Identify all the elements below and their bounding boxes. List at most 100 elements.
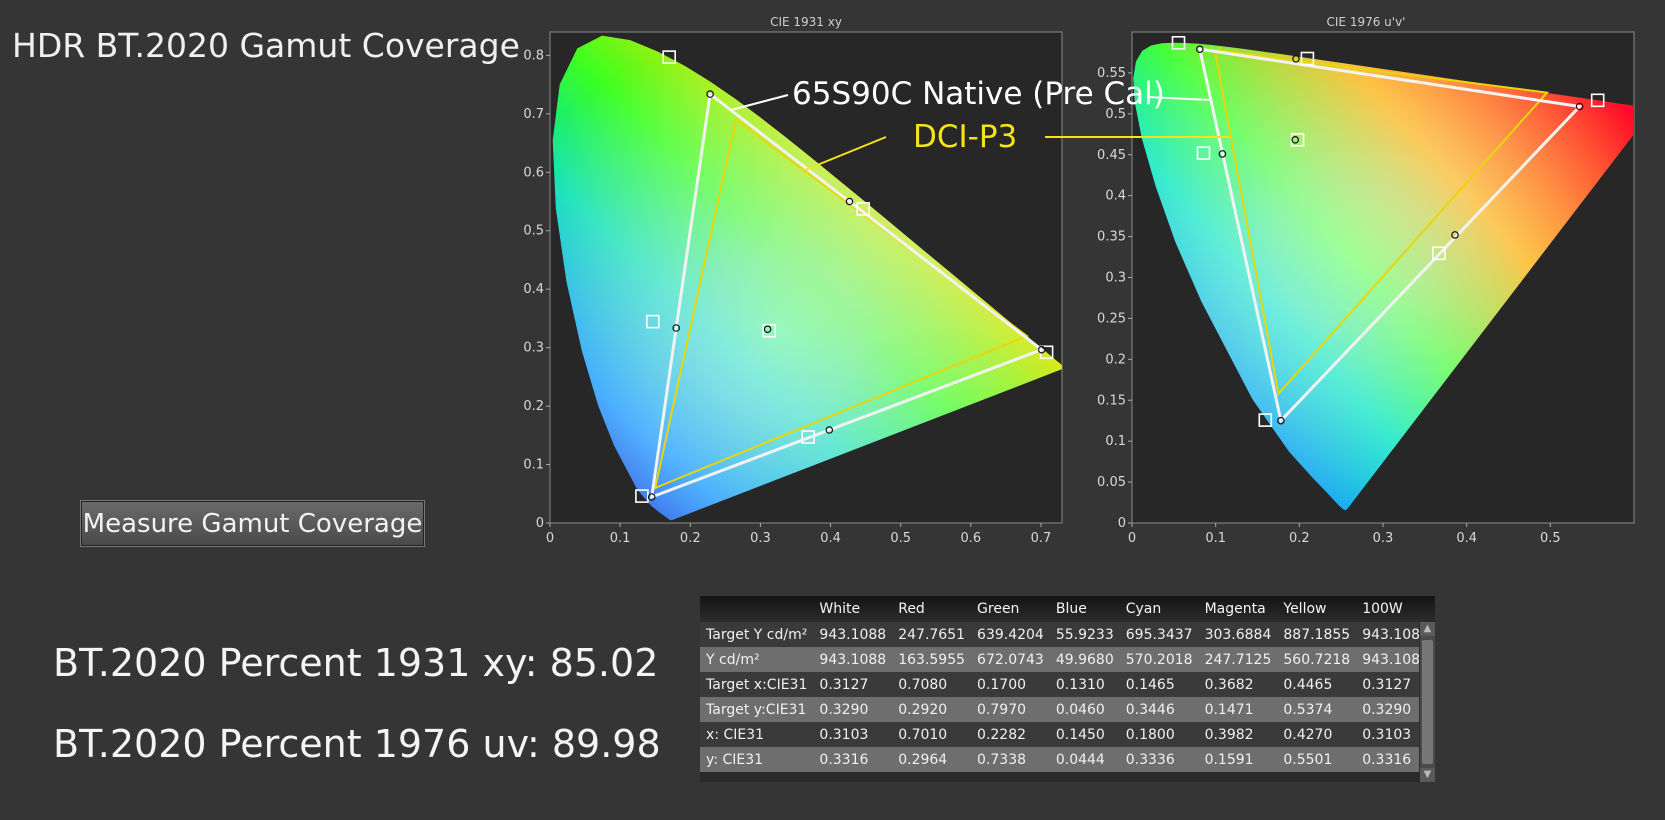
table-cell: 0.1465 xyxy=(1119,672,1199,697)
measured-point-xy-5 xyxy=(845,197,854,206)
measured-point-xy-0 xyxy=(1037,345,1046,354)
y-tick-label-xy-7: 0.7 xyxy=(523,107,544,122)
y-tick-label-uv-1: 0.05 xyxy=(1097,475,1126,490)
cie-1976-uv-chart: CIE 1976 u'v' 0 0.1 0.2 0.3 0.4 0.5 0 0.05 0.1 0.… xyxy=(1097,15,1635,546)
native-gamut-triangle-xy xyxy=(649,91,1045,500)
table-cell: 0.1591 xyxy=(1198,747,1278,772)
y-tick-label-uv-3: 0.15 xyxy=(1097,393,1126,408)
table-cell: 943.1088 xyxy=(813,622,893,647)
table-cell: 0.3127 xyxy=(813,672,893,697)
table-cell: 0.3682 xyxy=(1198,672,1278,697)
y-tick-label-xy-1: 0.1 xyxy=(523,458,544,473)
measured-point-xy-4 xyxy=(825,426,834,434)
column-header: Red xyxy=(892,596,972,622)
table-cell: 0.1700 xyxy=(971,672,1050,697)
table-cell: 0.4465 xyxy=(1277,672,1357,697)
target-marker-xy-6 xyxy=(762,323,777,338)
column-header: Magenta xyxy=(1198,596,1278,622)
y-tick-label-uv-6: 0.3 xyxy=(1105,271,1126,286)
measurement-grid: White Red Green Blue Cyan Magenta Yellow 100W T… xyxy=(700,596,1435,772)
table-cell: 303.6884 xyxy=(1198,622,1278,647)
row-label: Y cd/m² xyxy=(700,647,814,672)
table-cell: 672.0743 xyxy=(971,647,1050,672)
table-cell: 0.1471 xyxy=(1198,697,1278,722)
table-row: y: CIE31 0.3316 0.2964 0.7338 0.0444 0.3336 0.… xyxy=(700,747,1435,772)
table-row: Target y:CIE31 0.3290 0.2920 0.7970 0.0460 0.… xyxy=(700,697,1435,722)
dci-leader-line xyxy=(804,136,887,171)
x-tick-label-uv-2: 0.2 xyxy=(1289,531,1310,546)
target-marker-uv-2 xyxy=(1258,413,1273,427)
x-tick-label-xy-3: 0.3 xyxy=(750,531,771,546)
table-cell: 0.3336 xyxy=(1119,747,1199,772)
scroll-down-icon[interactable]: ▼ xyxy=(1420,768,1435,782)
measure-gamut-coverage-button[interactable]: Measure Gamut Coverage xyxy=(80,500,425,547)
y-tick-label-uv-8: 0.4 xyxy=(1105,189,1126,204)
table-cell: 0.3446 xyxy=(1119,697,1199,722)
measured-point-xy-6 xyxy=(763,325,772,334)
table-cell: 0.3290 xyxy=(813,697,893,722)
y-tick-label-xy-2: 0.2 xyxy=(523,399,544,414)
y-tick-label-uv-10: 0.5 xyxy=(1105,107,1126,122)
target-marker-xy-1 xyxy=(662,50,676,64)
table-cell: 695.3437 xyxy=(1119,622,1199,647)
row-label: Target x:CIE31 xyxy=(700,672,814,697)
y-tick-label-xy-5: 0.5 xyxy=(523,224,544,239)
dci-p3-callout: DCI-P3 xyxy=(913,119,1018,155)
y-tick-label-uv-11: 0.55 xyxy=(1097,66,1126,81)
scroll-thumb[interactable] xyxy=(1422,640,1433,764)
y-tick-label-uv-7: 0.35 xyxy=(1097,230,1126,245)
table-row: Target x:CIE31 0.3127 0.7080 0.1700 0.1310 0.… xyxy=(700,672,1435,697)
measured-point-uv-4 xyxy=(1451,231,1459,239)
row-label: Target y:CIE31 xyxy=(700,697,814,722)
measured-point-xy-3 xyxy=(672,324,681,332)
x-tick-label-xy-7: 0.7 xyxy=(1031,531,1052,546)
table-cell: 0.3982 xyxy=(1198,722,1278,747)
table-cell: 0.3316 xyxy=(813,747,893,772)
table-cell: 0.7080 xyxy=(892,672,972,697)
x-tick-label-uv-0: 0 xyxy=(1128,531,1136,546)
table-cell: 943.1088 xyxy=(813,647,893,672)
bt2020-percent-1931-xy: BT.2020 Percent 1931 xy: 85.02 xyxy=(53,641,659,685)
column-header: Cyan xyxy=(1119,596,1199,622)
measurement-table: White Red Green Blue Cyan Magenta Yellow 100W T… xyxy=(700,596,1435,782)
table-row: Y cd/m² 943.1088 163.5955 672.0743 49.9680 57… xyxy=(700,647,1435,672)
x-tick-label-xy-5: 0.5 xyxy=(890,531,911,546)
table-cell: 49.9680 xyxy=(1049,647,1120,672)
y-tick-label-xy-8: 0.8 xyxy=(523,48,544,63)
table-cell: 0.5374 xyxy=(1277,697,1357,722)
table-cell: 163.5955 xyxy=(892,647,972,672)
column-header: Blue xyxy=(1049,596,1120,622)
column-header: 100W xyxy=(1356,596,1435,622)
x-tick-label-xy-6: 0.6 xyxy=(960,531,981,546)
native-gamut-callout: 65S90C Native (Pre Cal) xyxy=(792,76,1165,112)
table-scrollbar[interactable]: ▲ ▼ xyxy=(1419,622,1435,782)
table-cell: 0.3103 xyxy=(813,722,893,747)
target-marker-uv-1 xyxy=(1171,35,1186,50)
x-tick-label-xy-0: 0 xyxy=(546,531,554,546)
table-cell: 570.2018 xyxy=(1119,647,1199,672)
target-marker-xy-2 xyxy=(635,489,649,503)
target-marker-xy-5 xyxy=(856,202,871,216)
dci-p3-triangle-uv xyxy=(1213,48,1550,396)
table-row: Target Y cd/m² 943.1088 247.7651 639.4204 55… xyxy=(700,622,1435,647)
table-cell: 639.4204 xyxy=(971,622,1050,647)
column-header: White xyxy=(813,596,893,622)
measured-point-uv-5 xyxy=(1292,54,1300,63)
row-label: Target Y cd/m² xyxy=(700,622,814,647)
x-tick-label-uv-3: 0.3 xyxy=(1373,531,1394,546)
table-cell: 0.2282 xyxy=(971,722,1050,747)
measured-point-uv-6 xyxy=(1291,136,1300,144)
table-cell: 0.0460 xyxy=(1049,697,1120,722)
target-marker-xy-3 xyxy=(646,314,660,329)
table-cell: 0.7970 xyxy=(971,697,1050,722)
table-cell: 0.0444 xyxy=(1049,747,1120,772)
measured-point-uv-0 xyxy=(1575,102,1584,111)
y-tick-label-xy-3: 0.3 xyxy=(523,341,544,356)
native-leader-line-right xyxy=(1146,96,1211,101)
table-cell: 0.4270 xyxy=(1277,722,1357,747)
table-cell: 560.7218 xyxy=(1277,647,1357,672)
measured-point-uv-3 xyxy=(1218,150,1227,158)
scroll-up-icon[interactable]: ▲ xyxy=(1420,622,1435,636)
x-tick-label-uv-5: 0.5 xyxy=(1540,531,1561,546)
